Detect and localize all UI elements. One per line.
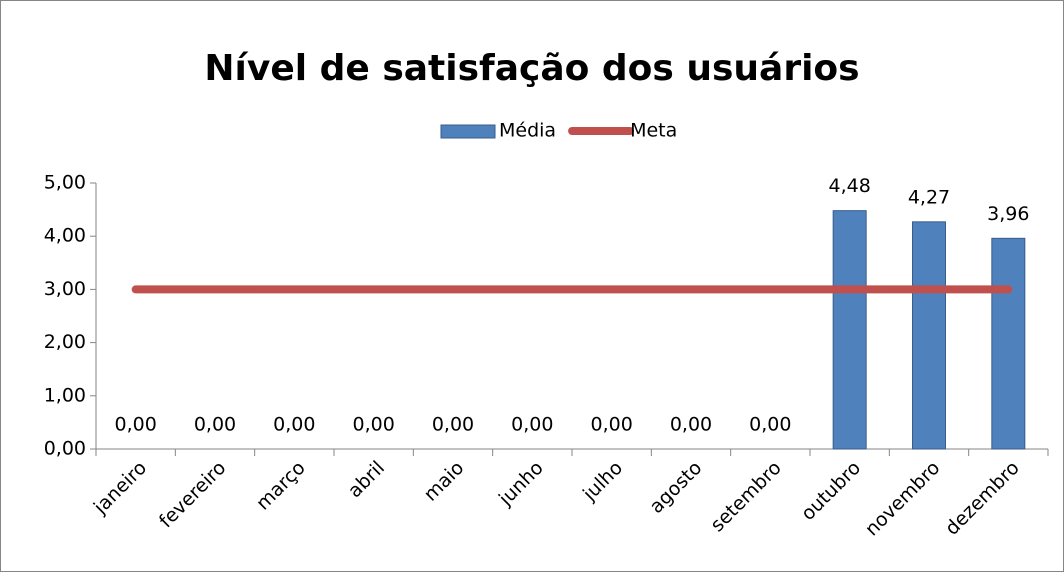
legend-label: Média xyxy=(499,120,556,142)
y-tick-label: 3,00 xyxy=(44,278,86,300)
legend-swatch xyxy=(440,124,496,139)
data-label: 3,96 xyxy=(987,203,1029,225)
y-tick-label: 5,00 xyxy=(44,172,86,194)
data-label: 0,00 xyxy=(194,414,236,436)
data-label: 4,27 xyxy=(908,186,950,208)
data-label: 0,00 xyxy=(432,414,474,436)
bar xyxy=(991,237,1026,450)
bar xyxy=(832,210,867,450)
data-label: 0,00 xyxy=(670,414,712,436)
bar xyxy=(912,221,946,450)
data-label: 0,00 xyxy=(749,414,791,436)
data-label: 0,00 xyxy=(353,414,395,436)
data-label: 0,00 xyxy=(511,414,553,436)
data-label: 0,00 xyxy=(115,414,157,436)
chart-title: Nível de satisfação dos usuários xyxy=(204,48,859,89)
data-label: 4,48 xyxy=(829,175,871,197)
legend-label: Meta xyxy=(630,120,677,142)
data-label: 0,00 xyxy=(273,414,315,436)
y-tick-label: 2,00 xyxy=(44,331,86,353)
data-label: 0,00 xyxy=(591,414,633,436)
y-tick-label: 0,00 xyxy=(44,438,86,460)
y-tick-label: 4,00 xyxy=(44,225,86,247)
y-tick-label: 1,00 xyxy=(44,384,86,406)
